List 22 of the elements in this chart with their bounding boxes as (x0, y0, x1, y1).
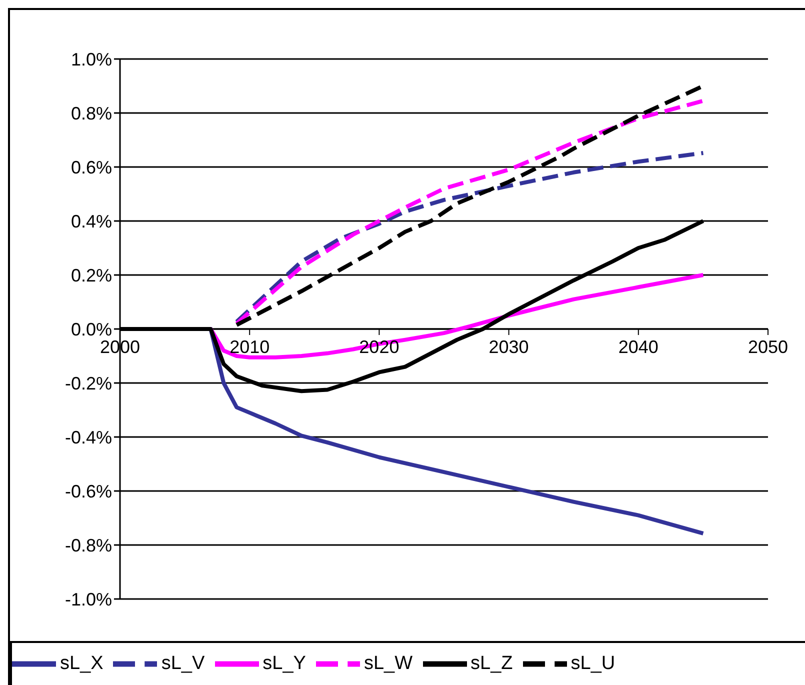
legend-label: sL_W (364, 653, 413, 674)
y-tick-label: 0.8% (70, 103, 112, 124)
y-tick-label: -0.4% (64, 427, 112, 448)
y-tick-label: -0.2% (64, 373, 112, 394)
x-tick-label: 2050 (748, 337, 788, 357)
legend-label: sL_V (161, 653, 205, 674)
legend-label: sL_U (570, 653, 616, 674)
y-tick-label: -0.8% (64, 535, 112, 556)
x-tick-label: 2010 (230, 337, 270, 357)
legend-label: sL_Z (470, 653, 513, 674)
y-tick-label: -0.6% (64, 481, 112, 502)
legend-label: sL_Y (262, 653, 306, 674)
y-tick-label: -1.0% (64, 589, 112, 610)
y-tick-label: 1.0% (70, 49, 112, 70)
line-series (234, 150, 706, 324)
y-tick-label: 0.2% (70, 265, 112, 286)
legend-label: sL_X (60, 653, 104, 674)
y-tick-label: 0.0% (70, 319, 112, 340)
y-tick-label: 0.4% (70, 211, 112, 232)
x-tick-label: 2030 (488, 337, 529, 357)
x-tick-label: 2040 (618, 337, 658, 357)
y-tick-label: 0.6% (70, 157, 112, 178)
